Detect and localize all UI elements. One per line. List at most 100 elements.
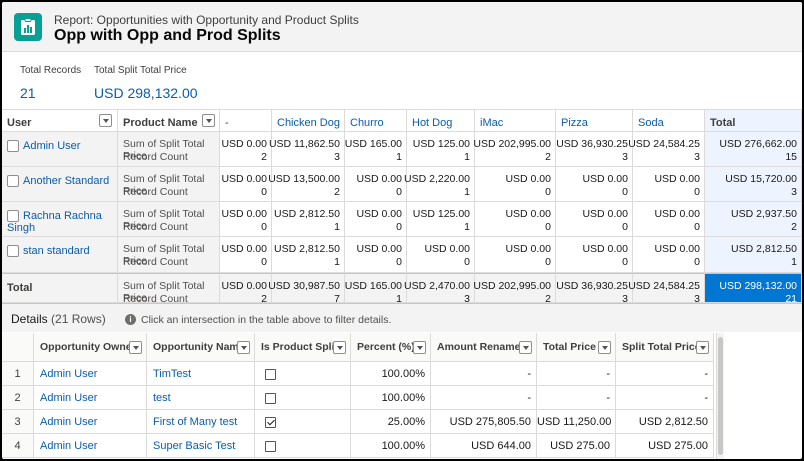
- matrix-value-cell[interactable]: USD 0.00 0: [633, 237, 705, 273]
- matrix-value-cell[interactable]: USD 36,930.25 3: [556, 273, 633, 305]
- count-value: 3: [334, 151, 340, 163]
- percent-value: 100.00%: [351, 386, 431, 410]
- opportunity-link[interactable]: TimTest: [147, 362, 255, 386]
- details-column-header[interactable]: Opportunity Owner: [34, 333, 147, 362]
- matrix-value-cell[interactable]: USD 125.00 1: [407, 202, 475, 237]
- matrix-value-cell[interactable]: USD 276,662.00 15: [705, 132, 802, 167]
- matrix-value-cell[interactable]: USD 125.00 1: [407, 132, 475, 167]
- matrix-value-cell[interactable]: USD 202,995.00 2: [473, 132, 556, 167]
- column-header-product[interactable]: Product Name: [118, 110, 220, 132]
- metric-count-label: Record Count: [123, 256, 188, 268]
- owner-link[interactable]: Admin User: [34, 386, 147, 410]
- user-cell[interactable]: Admin User: [2, 132, 118, 167]
- grand-total-cell[interactable]: USD 298,132.00 21: [705, 273, 802, 305]
- count-value: 2: [261, 151, 267, 163]
- matrix-value-cell[interactable]: USD 30,987.50 7: [268, 273, 345, 305]
- user-cell[interactable]: Another Standard: [2, 167, 118, 202]
- matrix-value-cell[interactable]: USD 2,812.50 1: [272, 237, 345, 273]
- owner-link[interactable]: Admin User: [34, 410, 147, 434]
- matrix-value-cell[interactable]: USD 36,930.25 3: [556, 132, 633, 167]
- matrix-value-cell[interactable]: USD 13,500.00 2: [268, 167, 345, 202]
- matrix-value-cell[interactable]: USD 165.00 1: [345, 132, 407, 167]
- matrix-value-cell[interactable]: USD 0.00 0: [556, 237, 633, 273]
- opportunity-link[interactable]: First of Many test: [147, 410, 255, 434]
- matrix-value-cell[interactable]: USD 2,937.50 2: [705, 202, 802, 237]
- matrix-value-cell[interactable]: USD 0.00 0: [345, 202, 407, 237]
- unchecked-checkbox-icon: [265, 392, 276, 404]
- sum-value: USD 36,930.25: [556, 280, 628, 292]
- matrix-value-cell[interactable]: USD 0.00 0: [220, 237, 272, 273]
- details-column-header[interactable]: Split Total Price: [616, 333, 714, 362]
- report-icon: [14, 13, 42, 41]
- count-value: 1: [334, 221, 340, 233]
- matrix-value-cell[interactable]: USD 0.00 0: [407, 237, 475, 273]
- user-cell[interactable]: stan standard: [2, 237, 118, 273]
- column-dropdown-icon[interactable]: [129, 341, 142, 354]
- row-checkbox[interactable]: [7, 140, 19, 153]
- column-header-3[interactable]: Hot Dog: [407, 110, 475, 132]
- owner-link[interactable]: Admin User: [34, 434, 147, 458]
- matrix-value-cell[interactable]: USD 0.00 0: [345, 167, 407, 202]
- matrix-value-cell[interactable]: USD 0.00 2: [220, 273, 272, 305]
- opportunity-link[interactable]: test: [147, 386, 255, 410]
- matrix-value-cell[interactable]: USD 24,584.25 3: [628, 132, 705, 167]
- matrix-value-cell[interactable]: USD 0.00 0: [220, 167, 272, 202]
- user-link[interactable]: Admin User: [23, 140, 81, 153]
- matrix-value-cell[interactable]: USD 2,470.00 3: [404, 273, 475, 305]
- column-dropdown-icon[interactable]: [598, 341, 611, 354]
- matrix-value-cell[interactable]: USD 0.00 0: [556, 167, 633, 202]
- column-dropdown-icon[interactable]: [333, 341, 346, 354]
- opportunity-link[interactable]: Super Basic Test: [147, 434, 255, 458]
- user-link[interactable]: Another Standard: [23, 175, 110, 188]
- matrix-value-cell[interactable]: USD 0.00 0: [633, 202, 705, 237]
- matrix-value-cell[interactable]: USD 0.00 0: [475, 167, 556, 202]
- matrix-value-cell[interactable]: USD 0.00 0: [633, 167, 705, 202]
- details-column-header[interactable]: Is Product Split: [255, 333, 351, 362]
- row-checkbox[interactable]: [7, 245, 19, 258]
- user-link[interactable]: stan standard: [23, 245, 90, 258]
- column-header-5[interactable]: Pizza: [556, 110, 633, 132]
- user-link[interactable]: Rachna Rachna Singh: [7, 210, 102, 235]
- owner-link[interactable]: Admin User: [34, 362, 147, 386]
- metric-count-label: Record Count: [123, 221, 188, 233]
- sum-value: USD 0.00: [356, 243, 402, 255]
- is-product-split: [255, 362, 351, 386]
- user-cell[interactable]: Rachna Rachna Singh: [2, 202, 118, 237]
- matrix-value-cell[interactable]: USD 0.00 0: [556, 202, 633, 237]
- column-header-6[interactable]: Soda: [633, 110, 705, 132]
- column-dropdown-icon[interactable]: [696, 341, 709, 354]
- column-dropdown-icon[interactable]: [237, 341, 250, 354]
- details-scrollbar[interactable]: [716, 333, 724, 459]
- matrix-value-cell[interactable]: USD 202,995.00 2: [473, 273, 556, 305]
- matrix-value-cell[interactable]: USD 11,862.50 3: [269, 132, 345, 167]
- column-header-1[interactable]: Chicken Dog: [272, 110, 345, 132]
- matrix-value-cell[interactable]: USD 0.00 2: [220, 132, 272, 167]
- column-header-4[interactable]: iMac: [475, 110, 556, 132]
- details-column-header[interactable]: Amount Renamed: [431, 333, 537, 362]
- matrix-value-cell[interactable]: USD 24,584.25 3: [628, 273, 705, 305]
- row-checkbox[interactable]: [7, 210, 19, 223]
- matrix-value-cell[interactable]: USD 0.00 0: [475, 237, 556, 273]
- scrollbar-thumb[interactable]: [718, 337, 723, 455]
- column-dropdown-icon[interactable]: [413, 341, 426, 354]
- matrix-value-cell[interactable]: USD 0.00 0: [220, 202, 272, 237]
- row-checkbox[interactable]: [7, 175, 19, 188]
- matrix-value-cell[interactable]: USD 2,812.50 1: [705, 237, 802, 273]
- matrix-value-cell[interactable]: USD 2,812.50 1: [272, 202, 345, 237]
- details-column-header[interactable]: Total Price: [537, 333, 616, 362]
- user-dropdown-icon[interactable]: [99, 114, 112, 127]
- column-header-2[interactable]: Churro: [345, 110, 407, 132]
- details-column-header[interactable]: Opportunity Name: [147, 333, 255, 362]
- metric-cell: Sum of Split Total Price Record Count: [118, 132, 220, 167]
- column-dropdown-icon[interactable]: [519, 341, 532, 354]
- matrix-value-cell[interactable]: USD 165.00 1: [345, 273, 407, 305]
- metric-sum-label: Sum of Split Total Price: [123, 138, 205, 162]
- product-dropdown-icon[interactable]: [202, 114, 215, 127]
- matrix-value-cell[interactable]: USD 15,720.00 3: [705, 167, 802, 202]
- details-column-label: Opportunity Name: [153, 341, 245, 353]
- matrix-value-cell[interactable]: USD 0.00 0: [475, 202, 556, 237]
- matrix-value-cell[interactable]: USD 0.00 0: [345, 237, 407, 273]
- column-header-user[interactable]: User: [2, 110, 118, 132]
- details-column-header[interactable]: Percent (%): [351, 333, 431, 362]
- matrix-value-cell[interactable]: USD 2,220.00 1: [404, 167, 475, 202]
